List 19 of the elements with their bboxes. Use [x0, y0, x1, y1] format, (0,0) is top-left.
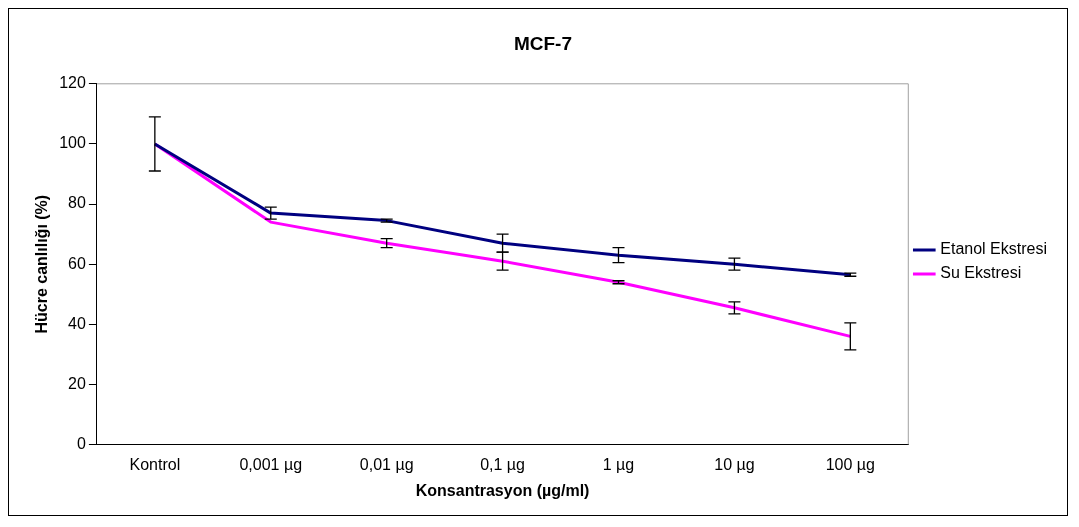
- y-tick-label: 120: [59, 74, 86, 92]
- x-tick-label: 0,01 µg: [359, 455, 414, 473]
- x-tick-label: Kontrol: [129, 455, 181, 473]
- y-tick-label: 80: [68, 194, 86, 212]
- y-tick-label: 60: [68, 254, 86, 272]
- x-tick-label: 1 µg: [602, 455, 635, 473]
- y-tick-label: 40: [68, 314, 86, 332]
- y-tick-label: 20: [68, 374, 86, 392]
- legend-label: Etanol Ekstresi: [940, 240, 1048, 258]
- x-axis-title: Konsantrasyon (µg/ml): [415, 481, 590, 499]
- chart-title: MCF-7: [513, 32, 573, 54]
- legend-label: Su Ekstresi: [940, 264, 1022, 282]
- x-tick-label: 0,1 µg: [480, 455, 525, 473]
- x-tick-label: 100 µg: [825, 455, 875, 473]
- y-tick-label: 100: [59, 134, 86, 152]
- x-tick-label: 0,001 µg: [239, 455, 303, 473]
- x-tick-label: 10 µg: [714, 455, 755, 473]
- y-axis-title: Hücre canlılığı (%): [33, 194, 51, 334]
- y-tick-label: 0: [76, 435, 86, 453]
